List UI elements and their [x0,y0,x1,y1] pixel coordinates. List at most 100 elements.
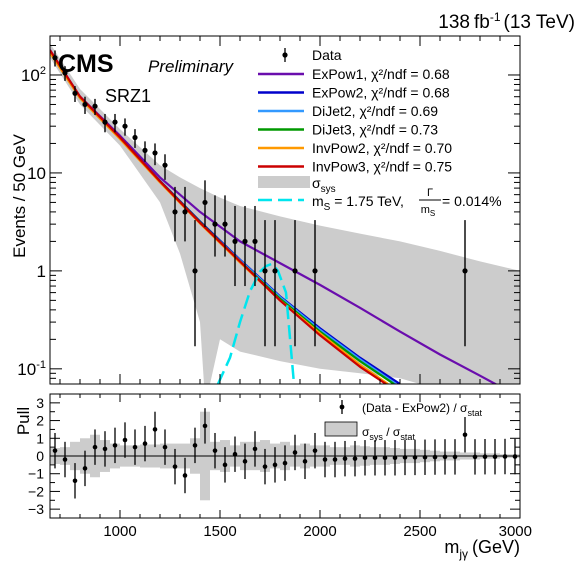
data-point-1 [62,70,68,76]
status-label: Preliminary [148,57,235,76]
pull-point-4 [92,444,98,450]
data-point-14 [192,268,198,274]
main-panel: 10-1 1 10 102 CMS Preliminary SRZ1 Events /… [10,35,521,385]
pull-y-tick-label-1: −2 [28,483,44,499]
signal-line [216,262,296,384]
pull-point-29 [342,456,348,461]
pull-point-10 [152,427,158,432]
data-point-13 [182,209,188,215]
pull-y-tick-label-6: 3 [36,395,44,411]
pull-point-31 [362,455,368,461]
pull-y-tick-label-4: 1 [36,430,44,446]
ratio-y-ticks: −3 −2−1 0 12 3 [28,393,520,519]
pull-point-8 [132,444,138,450]
data-point-22 [272,268,278,274]
data-point-6 [112,119,118,125]
pull-point-27 [322,457,328,462]
main-y-tick-label-3: 102 [21,65,46,85]
x-tick-label-0: 1000 [103,523,136,540]
pull-point-39 [442,454,448,460]
data-point-5 [102,119,108,125]
x-axis-label: mjγ (GeV) [444,537,520,561]
data-point-20 [252,238,258,244]
legend-sys-swatch [258,176,310,188]
pull-legend-band-swatch [324,421,358,437]
pull-point-42 [472,454,478,460]
legend-fit-label-5: InvPow3, χ²/ndf = 0.75 [312,159,452,175]
data-point-19 [242,238,248,244]
x-tick-label-4: 3000 [499,523,532,540]
legend-data-label: Data [312,47,342,63]
pull-point-33 [382,455,388,461]
pull-point-1 [62,457,68,462]
data-point-18 [232,238,238,244]
pull-point-44 [492,454,498,460]
pull-point-26 [312,448,318,453]
pull-legend-marker [339,404,345,410]
legend-fit-label-3: DiJet3, χ²/ndf = 0.73 [312,122,438,138]
pull-y-axis-label: Pull [14,407,33,435]
pull-points [52,408,518,499]
pull-point-3 [82,466,88,471]
pull-point-34 [392,455,398,461]
pull-point-28 [332,457,338,462]
legend-fit-label-0: ExPow1, χ²/ndf = 0.68 [312,66,450,82]
pull-point-41 [462,432,468,438]
pull-point-20 [252,446,258,452]
x-tick-label-1: 1500 [203,523,236,540]
data-point-7 [122,123,128,129]
data-point-24 [312,268,318,274]
luminosity-label: 138 fb-1 (13 TeV) [438,10,575,33]
fit-curve-0 [50,49,498,384]
legend-fit-label-4: InvPow2, χ²/ndf = 0.70 [312,140,452,156]
pull-point-14 [192,443,198,448]
main-y-tick-label-0: 10-1 [17,359,46,379]
pull-y-tick-label-3: 0 [36,448,44,464]
pull-point-2 [72,478,78,484]
pull-point-13 [182,473,188,478]
pull-point-30 [352,456,358,461]
pull-point-22 [272,462,278,468]
pull-point-25 [302,459,308,464]
main-y-axis-label: Events / 50 GeV [10,133,29,257]
pull-point-45 [502,454,508,459]
main-x-ticks [59,36,521,384]
pull-point-38 [432,454,438,460]
pull-point-7 [122,437,128,443]
pull-point-18 [232,451,238,457]
pull-point-21 [262,464,268,469]
data-point-12 [172,209,178,215]
pull-point-9 [142,441,148,446]
data-point-23 [292,268,298,274]
pull-legend-band-label: σsys / σstat [362,425,415,442]
pull-point-35 [402,455,408,460]
pull-point-43 [482,454,488,460]
legend-fit-label-2: DiJet2, χ²/ndf = 0.69 [312,103,438,119]
main-y-ticks: 10-1 1 10 102 [17,44,520,385]
pull-point-23 [282,460,288,466]
pull-point-12 [172,464,178,469]
pull-point-11 [162,444,168,450]
pull-legend-data-label: (Data - ExPow2) / σstat [362,401,482,418]
data-point-11 [162,162,168,168]
fit-curve-5 [50,49,387,384]
pull-y-tick-label-5: 2 [36,413,44,429]
data-point-10 [152,150,158,156]
pull-point-0 [52,448,58,453]
legend-signal-label: mS = 1.75 TeV, [312,193,404,213]
data-points [52,50,468,347]
pull-point-24 [292,450,298,455]
sys-band-area [50,43,520,384]
legend-signal-suffix: = 0.014% [442,193,502,209]
pull-point-6 [112,443,118,448]
sys-band [50,43,520,384]
pull-point-5 [102,446,108,452]
pull-point-15 [202,423,208,429]
pull-y-tick-label-0: −3 [28,501,44,517]
pull-point-19 [242,459,248,464]
legend-sys-label: σsys [312,175,336,195]
legend-fit-label-1: ExPow2, χ²/ndf = 0.68 [312,85,450,101]
data-point-25 [462,268,468,274]
fit-curves [50,49,498,384]
